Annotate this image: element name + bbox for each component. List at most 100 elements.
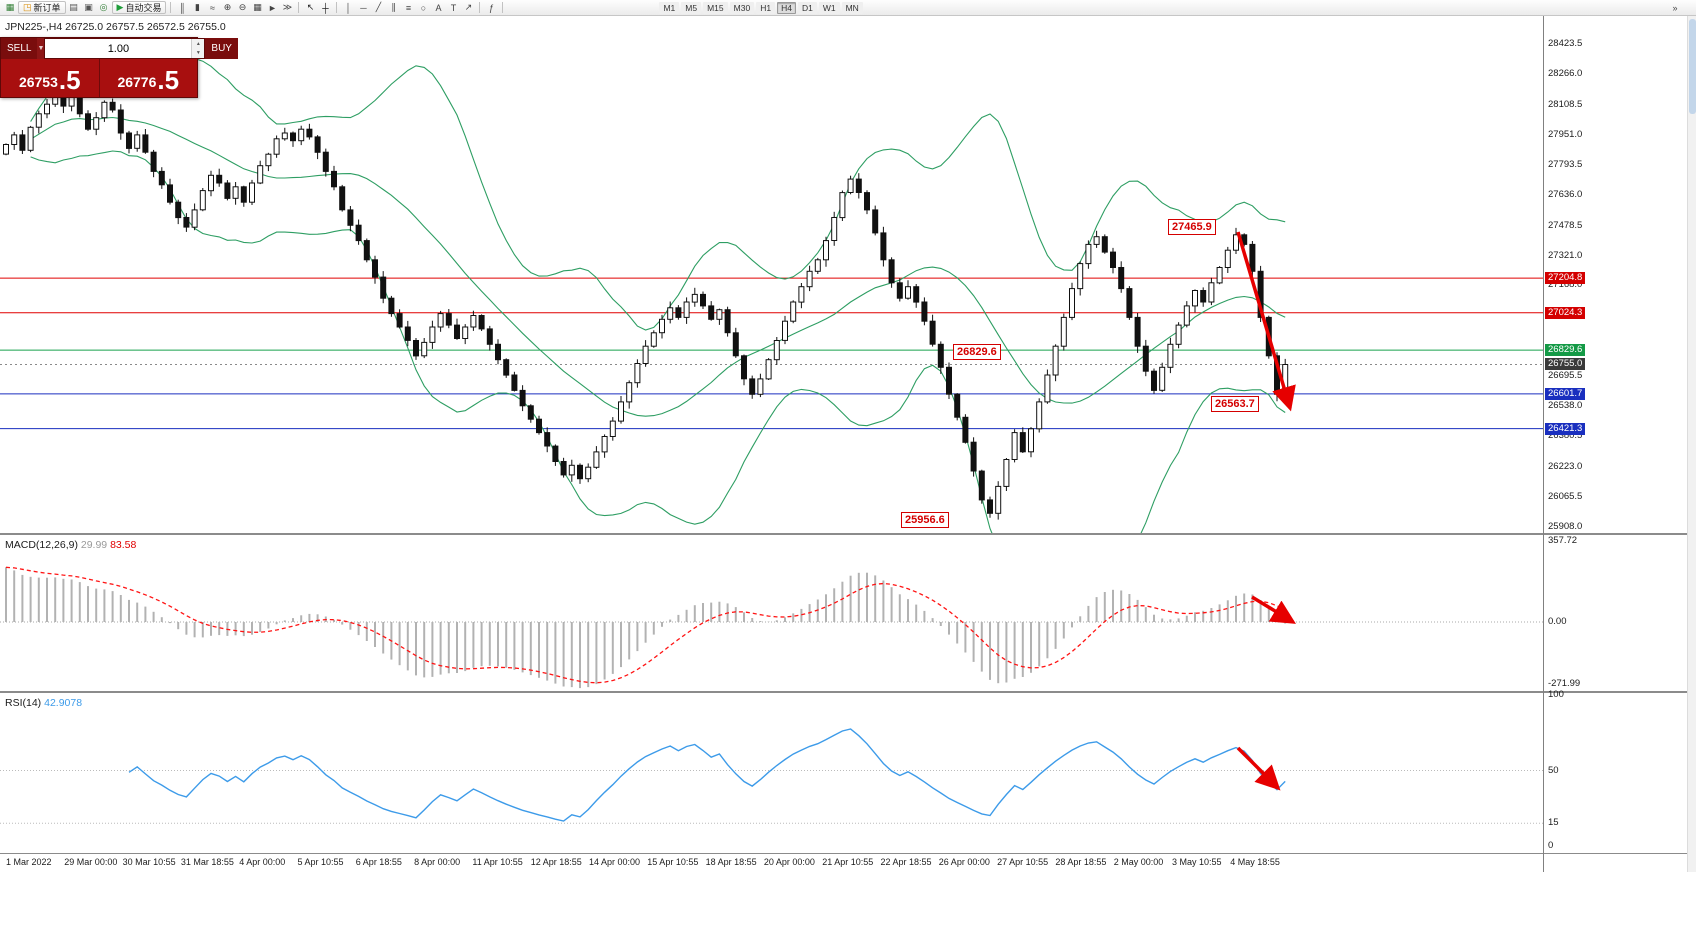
time-axis-label: 14 Apr 00:00: [589, 857, 641, 867]
auto-scroll-icon[interactable]: ►: [268, 2, 277, 13]
time-axis-label: 12 Apr 18:55: [530, 857, 582, 867]
time-axis-label: 28 Apr 18:55: [1055, 857, 1107, 867]
price-tick: 27168.0: [1548, 279, 1583, 291]
candles: [3, 88, 1289, 520]
chart-annotation[interactable]: 25956.6: [901, 512, 949, 528]
auto-trading-button[interactable]: ▶ 自动交易: [111, 1, 167, 14]
indicators-icon[interactable]: ƒ: [488, 2, 494, 13]
layouts-icon[interactable]: ▤: [69, 2, 78, 12]
timeframe-mn[interactable]: MN: [841, 1, 863, 14]
price-marker-27204.8: 27204.8: [1545, 272, 1586, 285]
sell-price[interactable]: 26753.5: [1, 59, 99, 97]
vertical-line-icon[interactable]: │: [345, 2, 352, 13]
rsi-axis-tick: 50: [1548, 764, 1559, 776]
macd-axis-tick: -271.99: [1548, 677, 1581, 689]
timeframe-m30[interactable]: M30: [729, 1, 755, 14]
profile-icon[interactable]: ▣: [84, 2, 93, 12]
price-tick: 25908.0: [1548, 521, 1583, 533]
time-axis-label: 31 Mar 18:55: [180, 857, 234, 867]
new-order-button[interactable]: ◳ 新订单: [18, 1, 66, 14]
main-chart-canvas[interactable]: [0, 16, 1543, 533]
price-tick: 27636.0: [1548, 189, 1583, 201]
bar-chart-icon[interactable]: ║: [179, 2, 186, 13]
timeframe-h4[interactable]: H4: [777, 1, 796, 14]
crosshair-icon[interactable]: ┼: [322, 2, 329, 13]
chart-annotation[interactable]: 26563.7: [1211, 396, 1259, 412]
buy-button[interactable]: BUY: [205, 38, 238, 59]
buy-price-frac: .5: [157, 65, 180, 95]
auto-trading-icon: ▶: [116, 2, 124, 12]
timeframe-w1[interactable]: W1: [818, 1, 840, 14]
bollinger-upper: [30, 57, 1286, 331]
time-axis-label: 2 May 00:00: [1113, 857, 1164, 867]
refresh-icon[interactable]: ◎: [99, 2, 108, 12]
chart-annotation[interactable]: 26829.6: [953, 344, 1001, 360]
time-axis-label: 26 Apr 00:00: [938, 857, 990, 867]
buy-price[interactable]: 26776.5: [98, 59, 198, 97]
timeframe-m5[interactable]: M5: [681, 1, 702, 14]
rsi-axis-tick: 100: [1548, 689, 1564, 700]
macd-signal-value: 83.58: [110, 539, 137, 551]
macd-panel-canvas[interactable]: [0, 535, 1543, 691]
price-tick: 26380.5: [1548, 430, 1583, 442]
time-axis-label: 20 Apr 00:00: [763, 857, 815, 867]
sell-button[interactable]: SELL: [1, 38, 38, 59]
rsi-panel-canvas[interactable]: [0, 693, 1543, 853]
trend-arrow[interactable]: [1236, 231, 1296, 412]
time-axis-label: 3 May 10:55: [1172, 857, 1222, 867]
trend-arrow[interactable]: [1251, 595, 1296, 624]
horizontal-line-icon[interactable]: ─: [360, 2, 367, 13]
time-axis-label: 30 Mar 10:55: [122, 857, 176, 867]
symbol-ohlc-readout: JPN225-,H4 26725.0 26757.5 26572.5 26755…: [5, 21, 226, 33]
price-marker-26829.6: 26829.6: [1545, 344, 1586, 357]
zoom-in-icon[interactable]: ⊕: [223, 2, 232, 12]
macd-signal-line: [5, 566, 1286, 684]
candlestick-chart-icon[interactable]: ▮: [194, 2, 200, 12]
chart-shift-icon[interactable]: ≫: [282, 2, 293, 12]
trendline-icon[interactable]: ╱: [375, 2, 382, 12]
channel-icon[interactable]: ∥: [391, 2, 396, 12]
time-axis-label: 27 Apr 10:55: [997, 857, 1049, 867]
lot-stepper-down-icon[interactable]: ▼: [192, 48, 205, 58]
lot-stepper-up-icon[interactable]: ▲: [192, 39, 205, 49]
timeframe-m15[interactable]: M15: [703, 1, 728, 14]
chart-annotation[interactable]: 27465.9: [1168, 219, 1216, 235]
price-marker-26421.3: 26421.3: [1545, 422, 1586, 435]
rsi-value: 42.9078: [44, 697, 83, 709]
toolbar: ▦ ◳ 新订单 ▤ ▣ ◎ ▶ 自动交易 ║ ▮ ≈ ⊕ ⊖ ▦ ► ≫ ↖ ┼ │ ─ ╱ ∥ ≡ ○ A T ↗ ƒ M1 M5 M15…: [0, 0, 1696, 16]
trend-arrow[interactable]: [1236, 746, 1281, 791]
auto-trading-button-label: 自动交易: [125, 3, 162, 13]
text-icon[interactable]: A: [435, 2, 442, 13]
timeframe-m1[interactable]: M1: [659, 1, 680, 14]
panel-splitter-rsi[interactable]: [0, 691, 1696, 693]
macd-name: MACD(12,26,9): [5, 539, 78, 551]
panel-splitter-macd[interactable]: [0, 533, 1696, 535]
arrows-icon[interactable]: ↗: [464, 2, 473, 12]
toolbar-separator: [170, 2, 172, 13]
toolbar-separator: [502, 2, 504, 13]
line-chart-icon[interactable]: ≈: [209, 2, 215, 13]
order-type-caret-icon[interactable]: ▼: [37, 38, 45, 59]
lot-size-input[interactable]: [45, 39, 192, 58]
vertical-scrollbar-thumb[interactable]: [1689, 19, 1696, 114]
tile-windows-icon[interactable]: ▦: [253, 2, 262, 12]
fibonacci-icon[interactable]: ≡: [405, 2, 412, 13]
timeframe-d1[interactable]: D1: [797, 1, 817, 14]
time-axis-label: 29 Mar 00:00: [64, 857, 118, 867]
rsi-label: RSI(14) 42.9078: [5, 697, 82, 709]
cursor-icon[interactable]: ↖: [306, 2, 315, 12]
price-marker-27024.3: 27024.3: [1545, 306, 1586, 319]
price-tick: 28108.5: [1548, 98, 1583, 110]
vertical-scrollbar[interactable]: [1687, 16, 1696, 872]
toolbar-overflow-icon[interactable]: »: [1672, 2, 1678, 13]
text-label-icon[interactable]: T: [450, 2, 457, 13]
toolbar-separator: [336, 2, 338, 13]
shapes-icon[interactable]: ○: [420, 2, 427, 13]
new-chart-icon[interactable]: ▦: [5, 2, 15, 12]
one-click-trading-panel: SELL ▼ ▲ ▼ BUY 26753.5 26776.5: [0, 37, 238, 98]
timeframe-h1[interactable]: H1: [756, 1, 776, 14]
time-axis-border: [0, 853, 1696, 854]
time-axis-label: 5 Apr 10:55: [297, 857, 344, 867]
new-order-button-label: 新订单: [33, 3, 61, 13]
zoom-out-icon[interactable]: ⊖: [238, 2, 247, 12]
